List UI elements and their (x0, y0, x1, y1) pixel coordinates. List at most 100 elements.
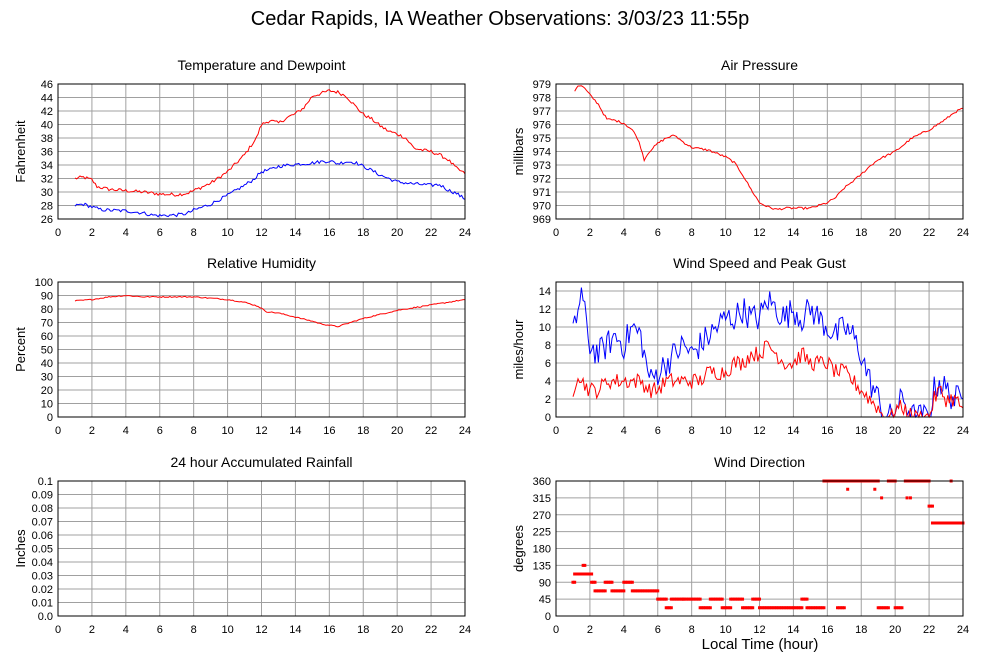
data-point (710, 597, 714, 601)
data-point (791, 606, 795, 610)
x-tick-label: 22 (923, 624, 935, 636)
y-tick-label: 0.01 (32, 598, 53, 610)
data-point (695, 597, 699, 601)
data-point (846, 487, 850, 491)
y-tick-label: 225 (533, 527, 551, 539)
y-tick-label: 10 (41, 399, 53, 411)
y-tick-label: 0 (545, 412, 551, 424)
data-point (708, 597, 712, 601)
data-point (647, 589, 651, 593)
y-tick-label: 270 (533, 510, 551, 522)
y-axis-label: Fahrenheit (13, 120, 28, 183)
y-tick-label: 971 (533, 187, 551, 199)
series-line (574, 85, 964, 211)
x-tick-label: 20 (391, 227, 403, 239)
data-point (696, 597, 700, 601)
x-tick-label: 22 (923, 227, 935, 239)
y-tick-label: 44 (41, 93, 53, 105)
x-tick-label: 22 (923, 425, 935, 437)
x-tick-label: 0 (553, 425, 559, 437)
data-point (656, 589, 660, 593)
data-point (813, 606, 817, 610)
data-point (588, 572, 592, 576)
y-tick-label: 36 (41, 147, 53, 159)
x-tick-label: 10 (719, 227, 731, 239)
data-point (603, 580, 607, 584)
data-point (749, 606, 753, 610)
x-tick-label: 18 (855, 425, 867, 437)
data-point (763, 606, 767, 610)
data-point (744, 606, 748, 610)
data-point (712, 597, 716, 601)
data-point (659, 597, 663, 601)
series-line (74, 295, 465, 328)
data-point (783, 606, 787, 610)
data-point (735, 597, 739, 601)
plot-frame (555, 480, 964, 617)
data-point (573, 580, 577, 584)
x-tick-label: 2 (89, 227, 95, 239)
plot-frame (57, 480, 466, 617)
data-point (756, 597, 760, 601)
data-point (608, 580, 612, 584)
y-tick-label: 976 (533, 120, 551, 132)
data-point (751, 597, 755, 601)
data-point (649, 589, 653, 593)
data-point (581, 572, 585, 576)
data-point (759, 606, 763, 610)
data-point (930, 521, 934, 525)
data-point (742, 606, 746, 610)
data-point (579, 572, 583, 576)
data-point (732, 597, 736, 601)
x-tick-label: 20 (391, 425, 403, 437)
y-tick-label: 974 (533, 147, 551, 159)
plot-frame (57, 281, 466, 418)
data-point (669, 597, 673, 601)
data-point (936, 521, 940, 525)
data-point (652, 589, 656, 593)
y-axis-label: miles/hour (511, 319, 526, 380)
series-line (74, 89, 466, 197)
x-tick-label: 6 (655, 425, 661, 437)
data-point (803, 597, 807, 601)
data-point (766, 606, 770, 610)
x-tick-label: 10 (221, 624, 233, 636)
data-point (669, 606, 673, 610)
data-point (664, 597, 668, 601)
x-tick-label: 14 (787, 227, 799, 239)
x-tick-label: 8 (191, 425, 197, 437)
data-point (654, 589, 658, 593)
data-point (808, 606, 812, 610)
data-point (622, 589, 626, 593)
data-point (897, 606, 901, 610)
x-tick-label: 20 (889, 624, 901, 636)
data-point (607, 580, 611, 584)
chart-title: Wind Speed and Peak Gust (673, 255, 846, 271)
data-point (946, 521, 950, 525)
data-point (898, 606, 902, 610)
data-point (932, 521, 936, 525)
x-tick-label: 22 (425, 624, 437, 636)
data-point (720, 606, 724, 610)
data-point (815, 606, 819, 610)
x-tick-label: 18 (855, 624, 867, 636)
x-tick-label: 2 (89, 425, 95, 437)
data-point (822, 606, 826, 610)
data-point (613, 589, 617, 593)
data-point (729, 597, 733, 601)
data-point (761, 606, 765, 610)
y-tick-label: 90 (41, 291, 53, 303)
data-point (651, 589, 655, 593)
data-point (578, 572, 582, 576)
y-tick-label: 38 (41, 133, 53, 145)
y-tick-label: 50 (41, 345, 53, 357)
data-point (593, 589, 597, 593)
x-tick-label: 16 (821, 624, 833, 636)
y-tick-label: 977 (533, 106, 551, 118)
data-point (949, 521, 953, 525)
data-point (778, 606, 782, 610)
data-point (737, 597, 741, 601)
data-point (764, 606, 768, 610)
